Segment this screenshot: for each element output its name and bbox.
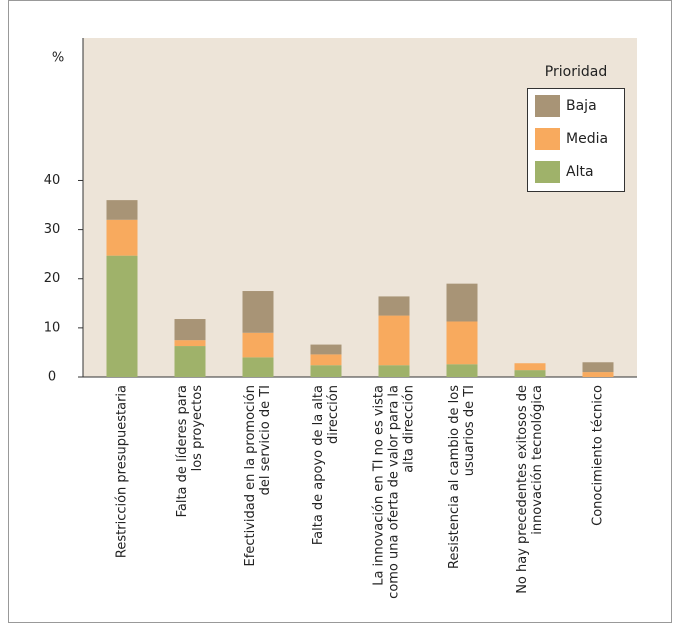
legend-label: Media bbox=[566, 131, 608, 147]
y-axis-label: % bbox=[52, 51, 64, 66]
x-tick-label: Conocimiento técnico bbox=[591, 385, 606, 526]
bar-segment bbox=[242, 332, 274, 358]
bar-segment bbox=[106, 219, 138, 256]
bar-segment bbox=[106, 255, 138, 377]
legend-title: Prioridad bbox=[545, 64, 607, 80]
x-tick-label: Resistencia al cambio de los bbox=[447, 385, 462, 569]
y-tick-label: 10 bbox=[44, 320, 61, 335]
legend-label: Alta bbox=[566, 164, 594, 180]
legend-swatch bbox=[535, 161, 560, 183]
y-tick-label: 40 bbox=[44, 173, 61, 188]
bar-segment bbox=[174, 319, 206, 341]
bar-segment bbox=[310, 344, 342, 355]
bar-segment bbox=[378, 315, 410, 366]
bar-segment bbox=[106, 200, 138, 220]
x-tick-label: Falta de líderes para bbox=[175, 385, 190, 517]
bar-segment bbox=[446, 283, 478, 322]
bar-segment bbox=[242, 291, 274, 333]
legend-swatch bbox=[535, 95, 560, 117]
x-tick-label: alta dirección bbox=[402, 385, 417, 473]
x-tick-label: del servicio de TI bbox=[258, 385, 273, 495]
bar-segment bbox=[242, 357, 274, 377]
x-tick-label: como una oferta de valor para la bbox=[387, 385, 402, 599]
bar-segment bbox=[514, 363, 546, 371]
bar-segment bbox=[582, 362, 614, 373]
x-tick-label: innovación tecnológica bbox=[530, 385, 545, 535]
x-tick-label: Restricción presupuestaria bbox=[115, 385, 130, 558]
bar-segment bbox=[310, 365, 342, 377]
x-tick-label: los proyectos bbox=[190, 385, 205, 472]
legend-swatch bbox=[535, 128, 560, 150]
bar-segment bbox=[446, 321, 478, 365]
bar-segment bbox=[378, 296, 410, 316]
bar-segment bbox=[446, 364, 478, 377]
y-tick-label: 20 bbox=[44, 271, 61, 286]
bar-segment bbox=[174, 340, 206, 347]
x-tick-label: usuarios de TI bbox=[462, 385, 477, 476]
x-tick-label: Efectividad en la promoción bbox=[243, 385, 258, 566]
bar-segment bbox=[582, 372, 614, 377]
x-tick-label: Falta de apoyo de la alta bbox=[311, 385, 326, 545]
bar-segment bbox=[174, 346, 206, 377]
bar-segment bbox=[514, 370, 546, 377]
bar-segment bbox=[378, 365, 410, 377]
x-tick-label: La innovación en TI no es vista bbox=[372, 385, 387, 586]
y-tick-label: 0 bbox=[48, 370, 56, 385]
bar-segment bbox=[310, 354, 342, 366]
x-tick-label: dirección bbox=[326, 385, 341, 444]
legend-label: Baja bbox=[566, 98, 597, 114]
x-tick-label: No hay precedentes exitosos de bbox=[515, 385, 530, 594]
y-tick-label: 30 bbox=[44, 222, 61, 237]
